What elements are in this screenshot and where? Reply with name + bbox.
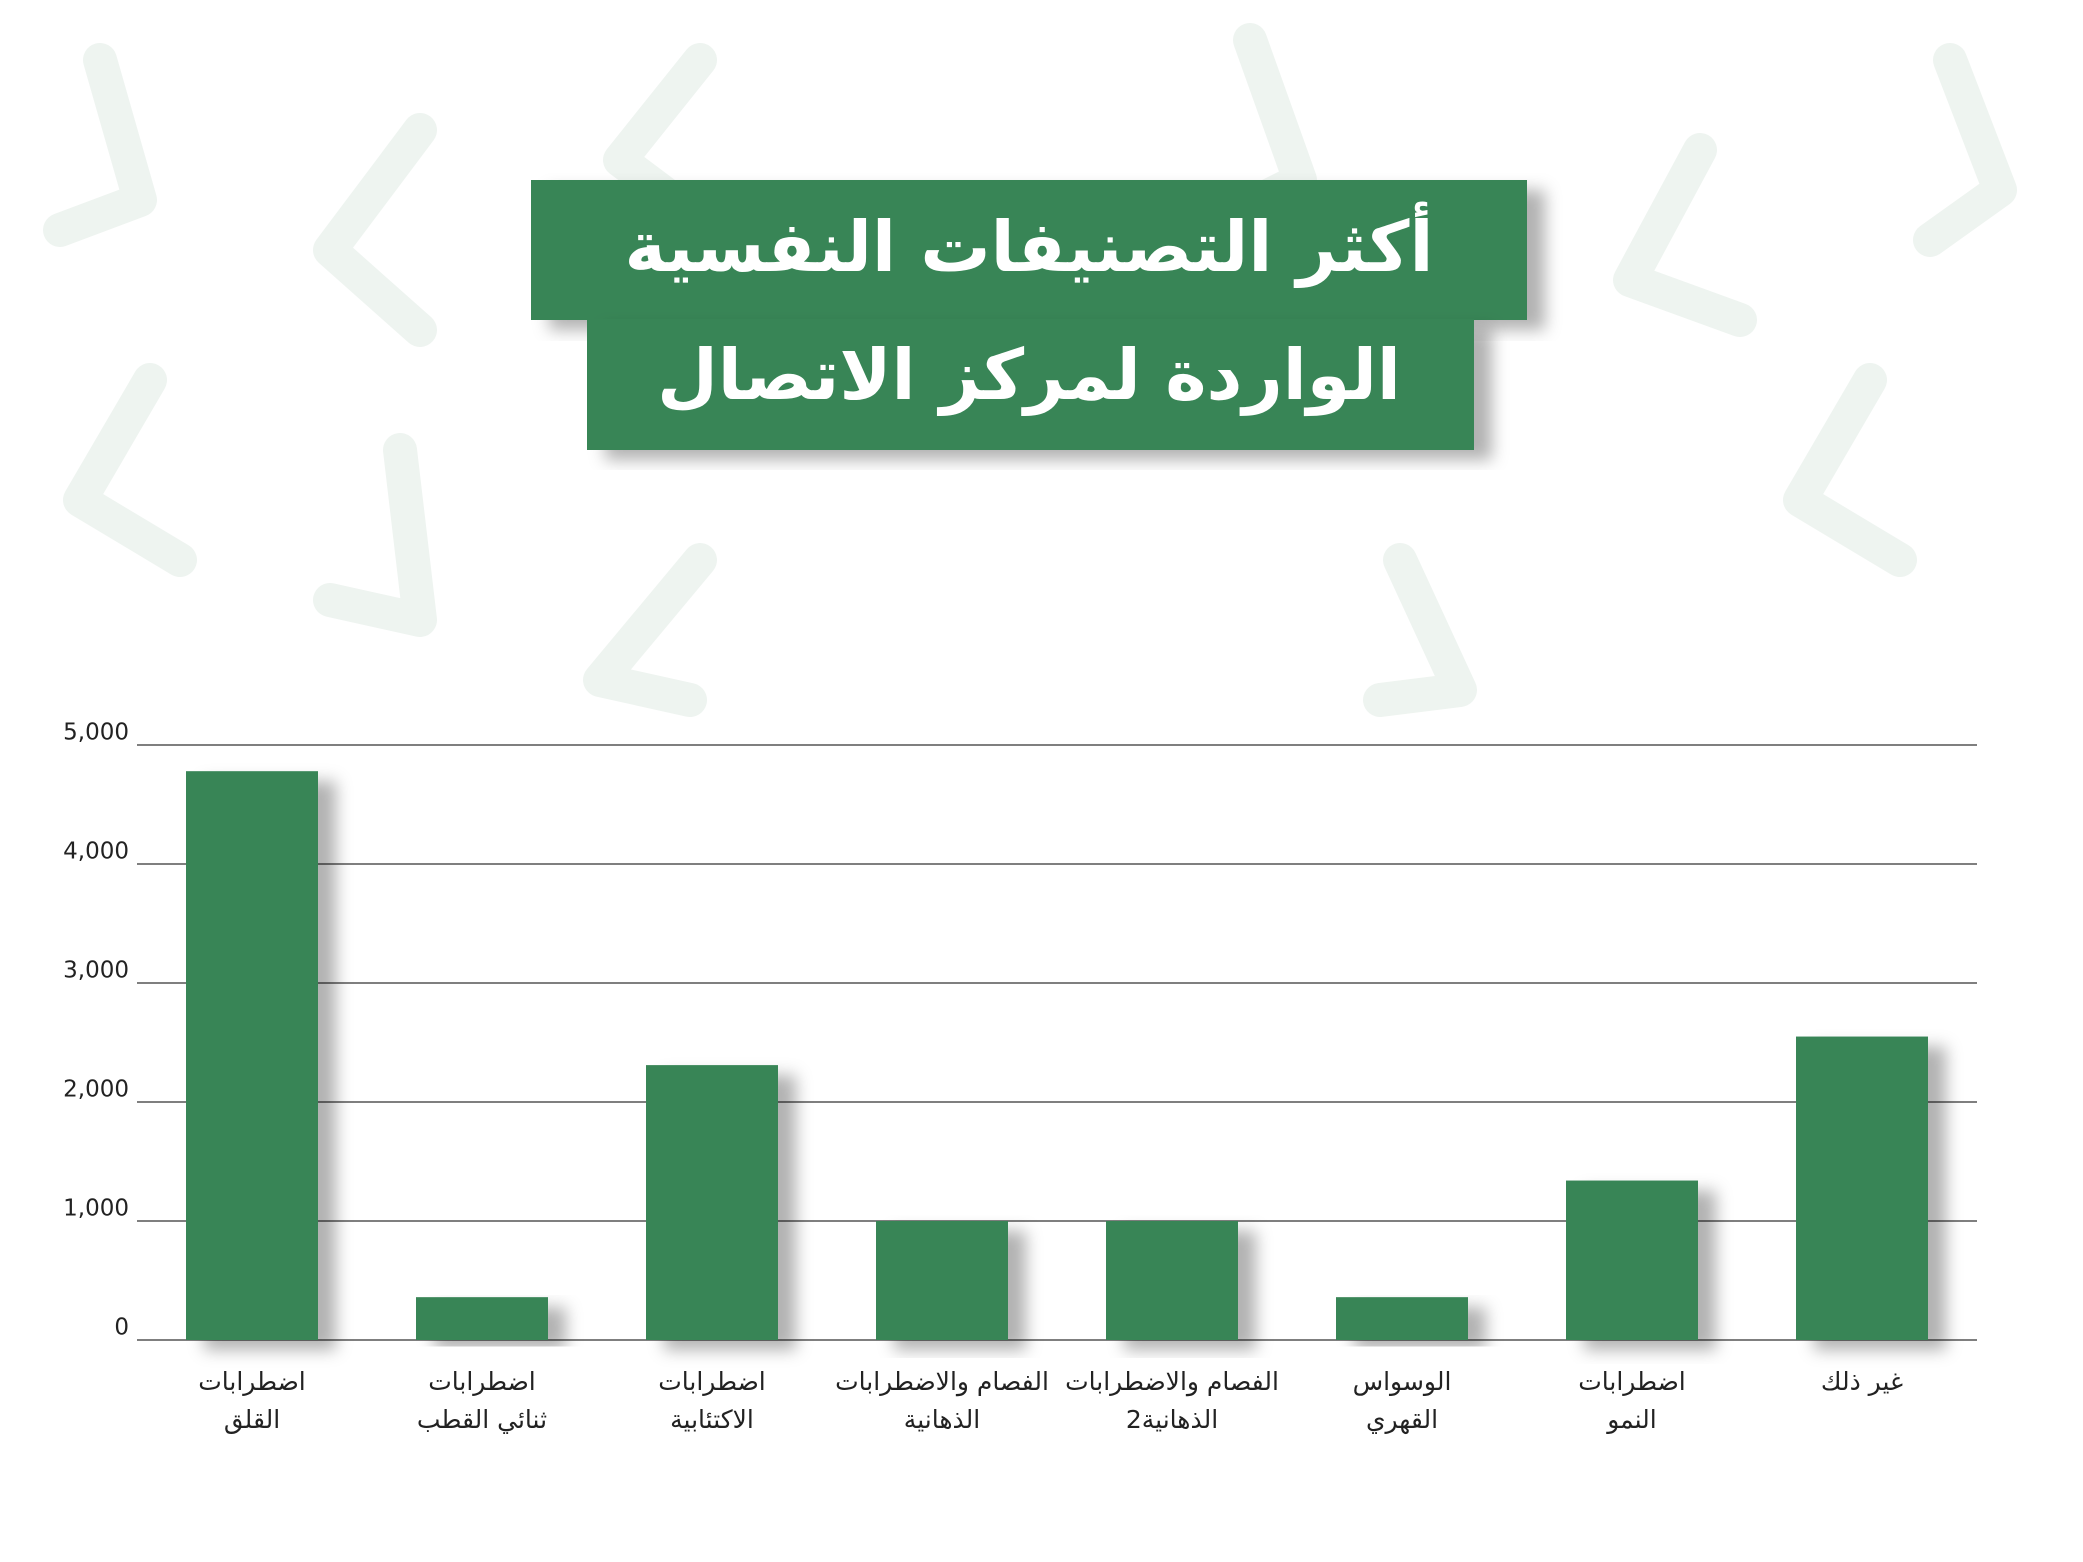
x-tick-label: الذهانية [904,1405,980,1434]
bar [1796,1036,1928,1340]
bar [646,1065,778,1340]
title-box [587,319,1474,450]
x-tick-label: اضطرابات [428,1367,536,1396]
bar [1566,1180,1698,1340]
x-tick-label: الاكتئابية [670,1405,754,1434]
x-tick-label: القلق [224,1405,280,1434]
y-tick-label: 1,000 [63,1196,129,1222]
x-tick-label: الفصام والاضطرابات [1065,1367,1279,1397]
y-tick-label: 5,000 [63,720,129,746]
background-pattern [43,23,2017,717]
y-tick-label: 2,000 [63,1077,129,1103]
x-tick-label: الذهانية2 [1126,1405,1218,1434]
x-tick-label: غير ذلك [1821,1367,1903,1396]
x-tick-label: الوسواس [1353,1367,1452,1396]
x-tick-label: اضطرابات [198,1367,306,1396]
y-tick-label: 0 [114,1315,129,1341]
x-tick-label: ثنائي القطب [417,1405,547,1434]
chart-title: الواردة لمركز الاتصال [657,334,1401,416]
bar [416,1297,548,1340]
x-tick-label: اضطرابات [658,1367,766,1396]
bar [1336,1297,1468,1340]
bar [186,771,318,1340]
x-tick-label: النمو [1605,1405,1656,1434]
x-tick-label: اضطرابات [1578,1367,1686,1396]
title-box [531,180,1527,320]
bar [876,1221,1008,1340]
chart-title: أكثر التصنيفات النفسية [624,201,1433,288]
bar [1106,1221,1238,1340]
x-tick-label: الفصام والاضطرابات [835,1367,1049,1397]
y-tick-label: 4,000 [63,839,129,865]
y-tick-label: 3,000 [63,958,129,984]
x-tick-label: القهري [1366,1405,1438,1435]
